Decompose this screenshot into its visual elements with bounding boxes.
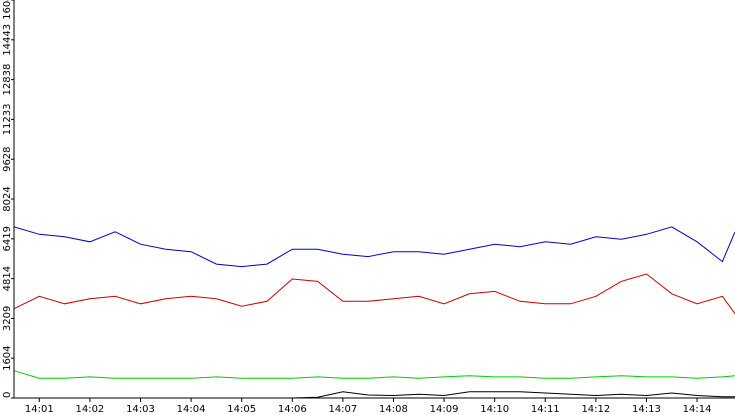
x-tick-layer: 14:01 14:02 14:03 14:04 14:05 14:06 14:07 14:08…	[25, 398, 712, 415]
x-tick-label: 14:14	[683, 404, 712, 415]
series-layer	[13, 226, 735, 399]
x-tick-label: 14:13	[632, 404, 661, 415]
y-tick-label: 3209	[2, 306, 13, 331]
y-tick-label: 11233	[2, 103, 13, 135]
x-tick-label: 14:04	[177, 404, 206, 415]
x-tick-label: 14:01	[25, 404, 54, 415]
y-tick-label: 12838	[2, 64, 13, 96]
x-tick-label: 14:03	[126, 404, 155, 415]
x-tick-label: 14:08	[379, 404, 408, 415]
x-tick-label: 14:12	[581, 404, 610, 415]
series-line-3	[14, 391, 735, 399]
y-tick-layer: 0 1604 3209 4814 6419 8024 9628 11233 12838 14443…	[2, 0, 14, 399]
x-tick-label: 14:07	[328, 404, 357, 415]
y-tick-label: 8024	[2, 186, 13, 211]
x-tick-label: 14:10	[480, 404, 509, 415]
x-tick-label: 14:02	[75, 404, 104, 415]
y-tick-label: 9628	[2, 146, 13, 171]
axes-layer	[13, 0, 735, 399]
x-tick-label: 14:05	[227, 404, 256, 415]
y-tick-label: 0	[2, 392, 13, 398]
x-tick-label: 14:09	[430, 404, 459, 415]
y-tick-label: 4814	[2, 266, 13, 291]
x-tick-label: 14:06	[278, 404, 307, 415]
y-tick-label: 6419	[2, 226, 13, 251]
y-tick-label: 14443	[2, 24, 13, 56]
series-line-2	[13, 370, 735, 379]
series-line-1	[13, 273, 735, 314]
series-line-0	[13, 226, 735, 268]
y-tick-label: 16048	[2, 0, 13, 20]
y-tick-label: 1604	[2, 345, 13, 370]
x-tick-label: 14:11	[531, 404, 560, 415]
